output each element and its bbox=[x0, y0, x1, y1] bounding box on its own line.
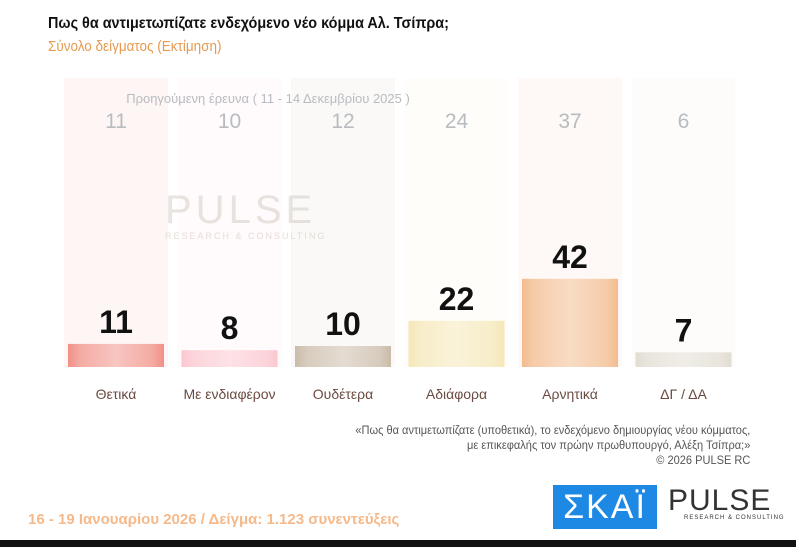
bar bbox=[181, 350, 278, 367]
background-column bbox=[64, 78, 168, 367]
category-label: Αρνητικά bbox=[542, 386, 598, 402]
bar bbox=[408, 320, 505, 367]
value-label: 11 bbox=[99, 304, 133, 340]
bar bbox=[68, 343, 164, 367]
survey-info: 16 - 19 Ιανουαρίου 2026 / Δείγμα: 1.123 … bbox=[28, 511, 400, 528]
value-label: 7 bbox=[675, 312, 693, 348]
category-label: Θετικά bbox=[96, 386, 137, 402]
pulse-watermark: PULSE RESEARCH & CONSULTING bbox=[165, 188, 327, 241]
background-column bbox=[291, 78, 395, 367]
category-label: Με ενδιαφέρον bbox=[183, 386, 275, 402]
previous-value-label: 37 bbox=[558, 110, 581, 133]
value-label: 22 bbox=[439, 281, 475, 317]
bar-chart: 11 11 Θετικά 10 8 Με ενδιαφέρον 12 10 Ουδέτερα 24… bbox=[64, 78, 736, 402]
category-label: Αδιάφορα bbox=[426, 386, 487, 402]
previous-value-label: 6 bbox=[678, 110, 690, 133]
background-column bbox=[404, 78, 509, 367]
previous-value-label: 11 bbox=[105, 110, 127, 133]
category-label: ΔΓ / ΔΑ bbox=[660, 386, 707, 402]
value-label: 8 bbox=[221, 310, 239, 346]
category-label: Ουδέτερα bbox=[313, 386, 373, 402]
value-label: 10 bbox=[325, 306, 361, 342]
pulse-logo: PULSE RESEARCH & CONSULTING bbox=[668, 484, 785, 521]
bar bbox=[522, 278, 618, 367]
chart-subtitle: Σύνολο δείγματος (Εκτίμηση) bbox=[48, 38, 222, 55]
previous-value-label: 12 bbox=[331, 110, 354, 133]
previous-survey-label: Προηγούμενη έρευνα ( 11 - 14 Δεκεμβρίου … bbox=[126, 91, 410, 106]
bar bbox=[295, 346, 391, 367]
bottom-bar bbox=[0, 540, 796, 547]
question-quote: «Πως θα αντιμετωπίζατε (υποθετικά), το ε… bbox=[355, 423, 750, 467]
skai-logo: ΣΚΑΪ bbox=[553, 485, 657, 529]
previous-value-label: 24 bbox=[445, 110, 469, 133]
value-label: 42 bbox=[552, 239, 588, 275]
background-column bbox=[631, 78, 736, 367]
chart-title: Πως θα αντιμετωπίζατε ενδεχόμενο νέο κόμ… bbox=[48, 15, 449, 32]
bar bbox=[635, 352, 732, 367]
background-column bbox=[177, 78, 282, 367]
previous-value-label: 10 bbox=[218, 110, 241, 133]
